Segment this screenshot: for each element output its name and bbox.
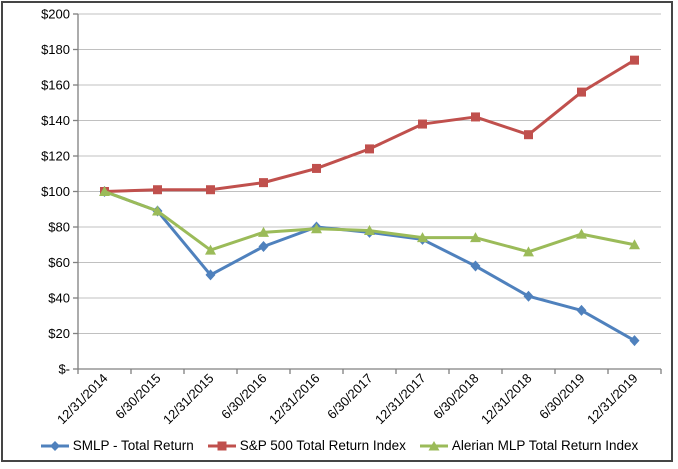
data-point-marker	[470, 260, 481, 272]
y-axis-tick-label: $-	[58, 362, 70, 377]
data-point-marker	[629, 239, 640, 250]
series-line	[103, 190, 636, 343]
data-point-marker	[523, 290, 534, 302]
legend-shape	[217, 441, 227, 450]
x-axis-tick-label: 12/31/2019	[584, 371, 641, 428]
data-point-marker	[153, 185, 162, 195]
legend-item-sp500: S&P 500 Total Return Index	[207, 438, 406, 453]
legend-label-smlp: SMLP - Total Return	[72, 438, 194, 453]
y-axis-tick-label: $200	[41, 7, 70, 22]
data-point-marker	[524, 130, 533, 140]
legend-label-alerian: Alerian MLP Total Return Index	[451, 438, 639, 453]
data-point-marker	[576, 304, 587, 316]
data-point-marker	[258, 241, 269, 253]
data-point-marker	[312, 163, 321, 173]
legend-shape	[49, 440, 60, 451]
legend-shape	[428, 440, 440, 450]
y-axis-tick-label: $160	[41, 78, 70, 93]
data-point-marker	[259, 178, 268, 188]
x-axis-tick-label: 6/30/2019	[536, 371, 588, 423]
data-point-marker	[365, 144, 374, 154]
data-point-marker	[205, 269, 216, 281]
data-point-marker	[471, 112, 480, 122]
legend-item-alerian: Alerian MLP Total Return Index	[419, 438, 638, 453]
data-point-marker	[258, 226, 269, 237]
x-axis-tick-label: 12/31/2015	[160, 371, 217, 428]
x-axis-tick-label: 6/30/2017	[324, 371, 376, 423]
x-axis-tick-label: 12/31/2014	[54, 371, 111, 428]
y-axis-tick-label: $80	[48, 220, 70, 235]
x-axis-tick-label: 12/31/2016	[266, 371, 323, 428]
y-axis-tick-label: $120	[41, 149, 70, 164]
y-axis-tick-label: $140	[41, 113, 70, 128]
legend-label-sp500: S&P 500 Total Return Index	[239, 438, 406, 453]
y-axis-tick-label: $100	[41, 184, 70, 199]
legend-triangle-marker-icon	[419, 440, 448, 450]
data-point-marker	[311, 223, 322, 234]
data-point-marker	[470, 232, 481, 243]
legend-square-marker-icon	[207, 441, 236, 450]
x-axis-tick-label: 6/30/2015	[112, 371, 164, 423]
data-point-marker	[205, 244, 216, 255]
y-axis-tick-label: $180	[41, 42, 70, 57]
data-point-marker	[152, 205, 163, 216]
x-axis-tick-label: 12/31/2017	[372, 371, 429, 428]
data-point-marker	[418, 119, 427, 129]
y-axis-tick-label: $60	[48, 255, 70, 270]
data-point-marker	[417, 232, 428, 243]
legend-diamond-marker-icon	[40, 440, 69, 451]
x-axis-tick-label: 6/30/2018	[430, 371, 482, 423]
legend-item-smlp: SMLP - Total Return	[40, 438, 194, 453]
data-point-marker	[576, 228, 587, 239]
series-line	[103, 58, 636, 193]
data-point-marker	[577, 87, 586, 97]
legend: SMLP - Total Return S&P 500 Total Return…	[0, 438, 678, 453]
data-point-marker	[99, 186, 110, 196]
data-point-marker	[206, 185, 215, 195]
data-point-marker	[630, 55, 639, 65]
data-point-marker	[523, 246, 534, 257]
data-point-marker	[629, 335, 640, 347]
x-axis-tick-label: 6/30/2016	[218, 371, 270, 423]
y-axis-tick-label: $40	[48, 291, 70, 306]
data-point-marker	[364, 225, 375, 236]
y-axis-tick-label: $20	[48, 326, 70, 341]
x-axis-tick-label: 12/31/2018	[478, 371, 535, 428]
